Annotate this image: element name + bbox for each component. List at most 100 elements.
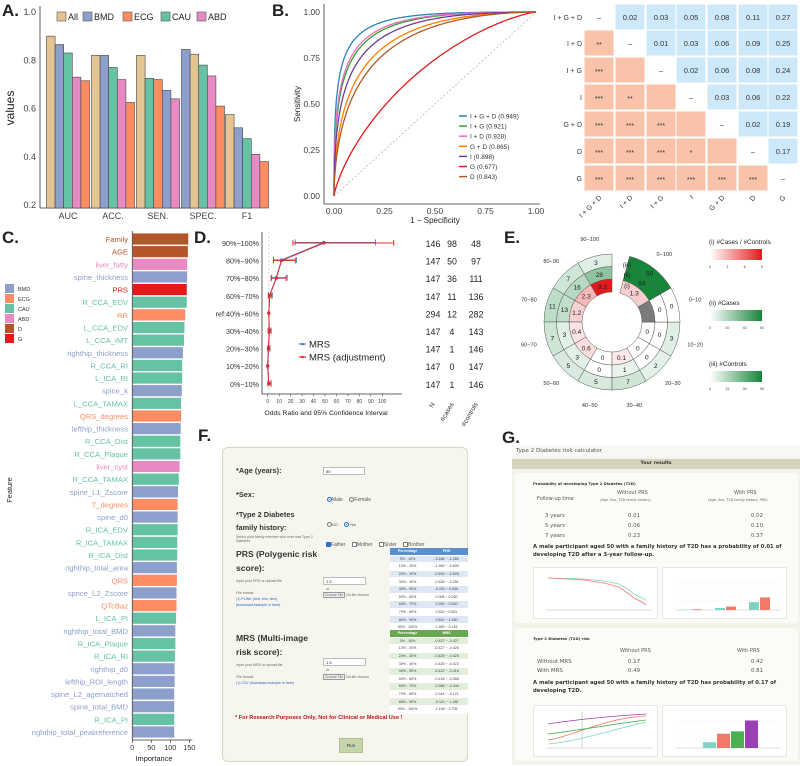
checkbox-sister[interactable]	[378, 542, 384, 548]
feature-label: PRS	[112, 286, 128, 295]
or-point	[266, 347, 270, 351]
importance-bar	[132, 410, 182, 422]
ring-cell	[552, 262, 585, 295]
heatmap-cell-value: 0.02	[684, 66, 699, 75]
family-member-mother: Mother	[356, 541, 373, 548]
family-history-radio-group: NO Yes	[327, 516, 358, 534]
calculator-results-panel: Type 2 Diabetes risk calculator Your res…	[512, 445, 800, 765]
legend-tick-label: 9	[761, 265, 763, 269]
probability-sentence: A male participant aged 50 with a family…	[533, 544, 782, 558]
heatmap-cell	[615, 57, 645, 83]
legend-gradient-bar	[710, 371, 762, 382]
mrs-input[interactable]: 1.5	[323, 658, 366, 666]
prob-header-followup: Follow-up time	[537, 496, 574, 502]
ring-cell	[659, 321, 681, 357]
mrs-choose-file-button[interactable]: Choose File	[323, 674, 346, 680]
family-radio-no[interactable]	[327, 522, 332, 528]
table-row: 90% - 100% 1.198 ~ 3.795	[390, 705, 468, 714]
checkbox-mother[interactable]	[351, 542, 357, 548]
y-tick-label: 0.6	[23, 104, 36, 114]
prs-input[interactable]: 1.5	[323, 577, 366, 585]
mrs-title-2: risk score):	[236, 647, 283, 657]
or-point	[274, 276, 278, 280]
bar-acc-abd	[117, 79, 127, 209]
bar-acc-bmd	[99, 55, 109, 209]
panel-label-c: C.	[2, 228, 19, 247]
legend-tick-label: 64	[760, 326, 764, 330]
prs-choose-file-button[interactable]: Choose File	[323, 592, 346, 598]
heatmap-cell	[615, 138, 645, 164]
cases-value: 12	[447, 309, 457, 319]
bar-acc-all	[91, 55, 101, 209]
sector-label: 30−40	[626, 403, 642, 409]
ring-cell	[577, 253, 613, 275]
heatmap-cell-value: 0.11	[746, 13, 760, 22]
heatmap-cell-value: ***	[595, 177, 603, 184]
feature-label: spine_total_BMD	[70, 703, 128, 712]
sector-label: 50−60	[543, 381, 559, 387]
bar-auc-all	[46, 35, 56, 209]
legend-label-ecg: ECG	[134, 12, 154, 22]
age-input[interactable]: 50	[323, 467, 365, 475]
table-cell: 30% - 40%	[390, 577, 426, 586]
cases-value: 98	[447, 239, 457, 249]
ring-cell-value: 5	[567, 363, 571, 370]
table-row: 40% - 50% -0.251 ~ 0.006	[390, 585, 468, 594]
x-tick-label: 60	[334, 399, 340, 405]
checkbox-brother[interactable]	[403, 542, 409, 548]
feature-label: R_ICA_Dist	[88, 551, 129, 560]
bar-spec-abd	[207, 75, 217, 209]
or-point	[267, 294, 272, 298]
x-tick-label: 0.50	[427, 206, 444, 216]
n-value: 147	[426, 327, 441, 337]
col-label: D	[749, 194, 758, 203]
feature-label: R_ICA_Plaque	[78, 639, 128, 648]
panel-label-e: E.	[504, 228, 521, 247]
sex-radio-male[interactable]	[327, 497, 332, 503]
family-radio-yes[interactable]	[344, 522, 350, 528]
table-cell: 40% - 50%	[390, 585, 426, 594]
row-label: 70%−80%	[226, 274, 260, 283]
cases-value: 11	[447, 292, 456, 302]
heatmap-cell	[707, 138, 737, 164]
feature-label: L_CCA_TAMAX	[74, 399, 128, 408]
table-header-cell: Percentage	[390, 548, 426, 556]
family-member-father: Father	[331, 541, 346, 548]
prs-format-link[interactable]: (1) PLINK (bed, bim, fam)	[236, 597, 277, 601]
importance-bar	[132, 536, 178, 548]
importance-bar	[132, 385, 182, 397]
legend-label-bmd: BMD	[18, 287, 30, 293]
importance-bar	[132, 498, 178, 511]
sex-radio-female[interactable]	[349, 497, 355, 503]
heatmap-cell	[615, 84, 645, 110]
risk-curve-1	[547, 721, 647, 745]
feature-label: righthip_d0	[90, 665, 128, 674]
legend-swatch-d	[5, 324, 14, 333]
importance-bar	[132, 726, 175, 738]
table-cell: -0.528 ~ -0.251	[425, 577, 468, 586]
row-label: I	[580, 95, 582, 102]
prs-download-example-link[interactable]: (download example in here)	[236, 603, 281, 607]
heatmap-cell	[676, 30, 706, 56]
row-label: I + G	[567, 68, 582, 75]
ring-cell-value: 1	[623, 367, 627, 374]
n-value: 147	[426, 292, 441, 302]
cases-value: 4	[450, 327, 455, 337]
row-label: 60%−70%	[226, 292, 260, 301]
ring-cell	[639, 349, 672, 382]
feature-label: spine_thickness	[74, 273, 128, 282]
ring-cell-value: 2	[654, 363, 658, 370]
panel-e-circular-heatmap: 9.328390−1002.316780−901.2131170−800.437…	[521, 237, 771, 409]
heatmap-cell	[584, 30, 614, 56]
ring-cell	[577, 369, 613, 391]
table-cell: 90% - 100%	[390, 705, 426, 714]
col-label: G + D	[708, 194, 726, 212]
feature-label: QRS_degrees	[80, 412, 128, 421]
heatmap-cell-value: ***	[687, 177, 695, 184]
table-cell: 10% - 20%	[390, 562, 426, 571]
mrs-format-link[interactable]: (1) CSV (download example in here)	[236, 681, 295, 685]
run-button[interactable]: Run	[339, 738, 363, 753]
mrs-percentile-table: Percentage MRS 0% - 10% -0.427 ~ -0.427 10% …	[390, 630, 468, 714]
checkbox-father[interactable]	[326, 542, 331, 548]
ring-cell	[626, 256, 672, 295]
